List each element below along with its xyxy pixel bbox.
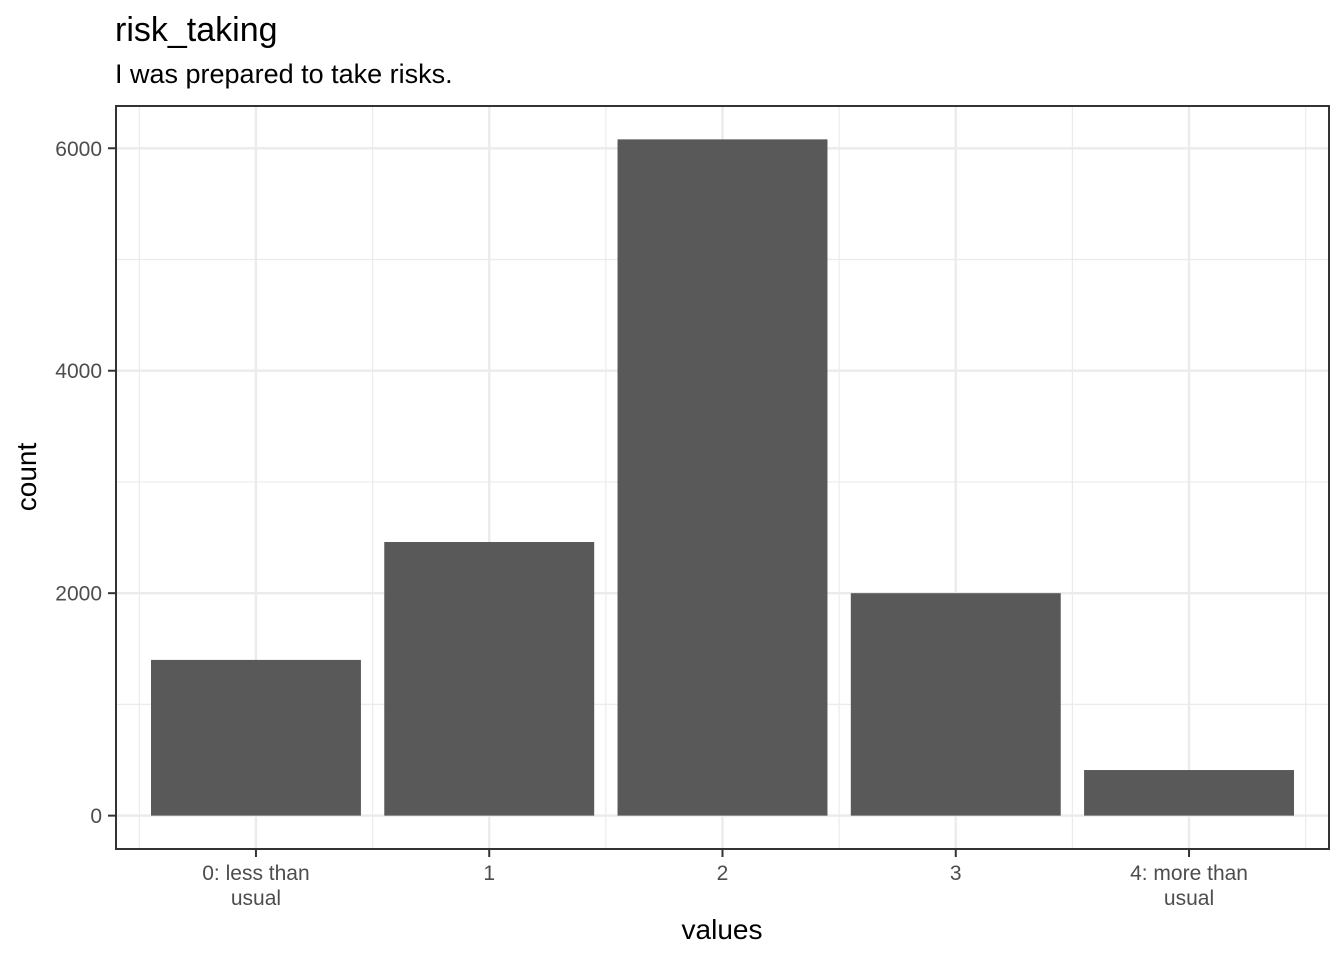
x-tick-label: 1 (483, 862, 495, 885)
y-tick-label: 4000 (55, 360, 102, 383)
bar (617, 139, 828, 816)
bar (384, 542, 595, 816)
bar (1084, 770, 1295, 816)
x-tick-label: 4: more than usual (1130, 862, 1248, 910)
bar (150, 659, 361, 816)
x-tick-label: 3 (950, 862, 962, 885)
x-axis-title: values (682, 914, 763, 945)
x-axis: 0: less than usual 1 2 3 4: more than usual (202, 849, 1248, 910)
y-tick-label: 2000 (55, 583, 102, 606)
y-axis: 0 2000 4000 6000 (55, 138, 116, 828)
y-tick-label: 0 (90, 805, 102, 828)
bar (850, 593, 1061, 816)
x-tick-label: 0: less than usual (202, 862, 309, 910)
y-tick-label: 6000 (55, 138, 102, 161)
chart-title: risk_taking (115, 11, 278, 49)
y-axis-title: count (11, 443, 42, 512)
bars (150, 139, 1295, 816)
chart-subtitle: I was prepared to take risks. (115, 59, 453, 89)
x-tick-label: 2 (717, 862, 729, 885)
